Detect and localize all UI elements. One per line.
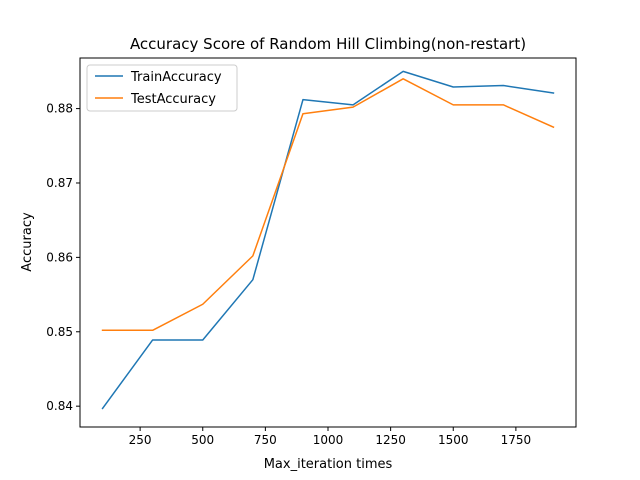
y-tick-label: 0.86 (46, 250, 73, 264)
x-tick-label: 1000 (313, 433, 344, 447)
series-line-test (101, 78, 555, 332)
y-tick-label: 0.88 (46, 102, 73, 116)
x-tick-label: 250 (129, 433, 152, 447)
chart-title: Accuracy Score of Random Hill Climbing(n… (130, 35, 526, 53)
y-axis-label: Accuracy (20, 212, 35, 272)
axes-layer: 250 500 750 1000 1250 1500 1750 0.84 0.85 0.86 0.8… (46, 102, 531, 447)
x-axis-label: Max_iteration times (264, 457, 393, 472)
series-layer (101, 70, 555, 410)
y-tick-label: 0.87 (46, 176, 73, 190)
legend-box (86, 64, 238, 112)
plot-area (80, 58, 576, 427)
plot-frame (79, 57, 577, 428)
legend-label-train: TrainAccuracy (130, 70, 222, 85)
x-tick-label: 1500 (438, 433, 469, 447)
x-tick-label: 750 (254, 433, 277, 447)
y-tick-label: 0.85 (46, 325, 73, 339)
legend-label-test: TestAccuracy (130, 92, 216, 107)
x-tick-label: 1750 (501, 433, 532, 447)
series-line-train (101, 70, 555, 410)
y-tick-label: 0.84 (46, 399, 73, 413)
x-tick-label: 1250 (375, 433, 406, 447)
legend: TrainAccuracy TestAccuracy (86, 64, 238, 112)
x-tick-label: 500 (191, 433, 214, 447)
